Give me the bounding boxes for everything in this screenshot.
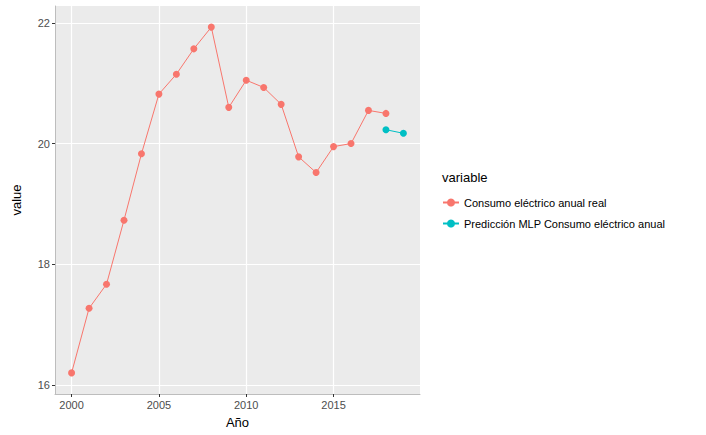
svg-text:18: 18 xyxy=(38,258,50,270)
svg-text:20: 20 xyxy=(38,138,50,150)
svg-text:variable: variable xyxy=(442,170,488,185)
svg-text:value: value xyxy=(9,184,24,215)
svg-text:Predicción MLP Consumo eléctri: Predicción MLP Consumo eléctrico anual xyxy=(464,218,665,230)
svg-text:2015: 2015 xyxy=(321,399,345,411)
svg-text:2005: 2005 xyxy=(147,399,171,411)
svg-text:16: 16 xyxy=(38,379,50,391)
svg-text:Año: Año xyxy=(226,415,249,430)
svg-text:Consumo eléctrico anual real: Consumo eléctrico anual real xyxy=(464,197,606,209)
svg-text:2010: 2010 xyxy=(234,399,258,411)
svg-text:22: 22 xyxy=(38,17,50,29)
svg-text:2000: 2000 xyxy=(59,399,83,411)
